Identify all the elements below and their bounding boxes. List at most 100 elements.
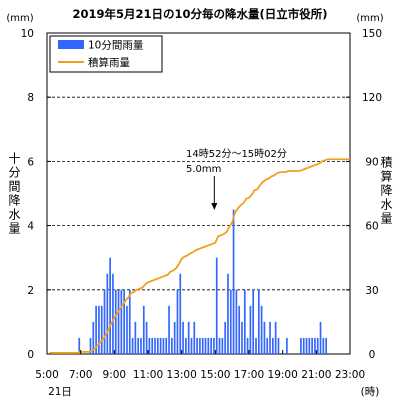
rain-bar — [120, 289, 123, 354]
plot-area — [46, 32, 351, 355]
rain-bar — [260, 305, 263, 354]
annotation-time-range: 14時52分〜15時02分 — [186, 148, 287, 160]
rain-bar — [269, 321, 271, 354]
rain-bar — [151, 337, 154, 354]
rain-bar — [238, 305, 241, 354]
x-tick-label: 23:00 — [335, 369, 365, 381]
rain-bar — [182, 321, 184, 354]
x-tick-label: 13:00 — [167, 369, 197, 381]
rain-bar — [263, 321, 266, 354]
annotation-amount: 5.0mm — [186, 164, 221, 175]
y-left-tick-label: 6 — [27, 156, 34, 168]
rain-bar — [173, 321, 176, 354]
y-right-tick-label: 150 — [362, 28, 382, 40]
rain-bar — [255, 337, 257, 354]
y-left-tick-label: 10 — [21, 28, 34, 40]
rain-bar — [134, 321, 137, 354]
rain-bar — [302, 337, 305, 354]
rain-bar — [137, 337, 140, 354]
peak-annotation: 14時52分〜15時02分 5.0mm — [186, 148, 287, 210]
rain-bar — [176, 289, 179, 354]
rain-bar — [165, 337, 168, 354]
left-axis-label: 十分間降水量 — [7, 152, 21, 236]
rain-bar — [145, 321, 148, 354]
rain-bar — [319, 321, 322, 354]
rain-bar — [210, 337, 212, 354]
rain-bar — [314, 337, 316, 354]
rain-bar — [266, 337, 269, 354]
rain-bar — [229, 289, 232, 354]
rain-bar — [249, 305, 252, 354]
rain-bar — [246, 337, 249, 354]
rain-bar — [109, 257, 111, 354]
rain-bar — [218, 337, 221, 354]
rain-bar — [235, 289, 238, 354]
rain-bar — [257, 289, 260, 354]
x-axis-unit: (時) — [361, 386, 380, 398]
rain-bar — [185, 337, 187, 354]
rain-bar — [95, 305, 97, 354]
rain-bar — [114, 289, 117, 354]
y-right-tick-label: 60 — [365, 221, 378, 233]
rain-bar — [196, 337, 198, 354]
rain-bar — [224, 321, 226, 354]
y-right-tick-label: 0 — [369, 349, 376, 361]
rain-bar — [201, 337, 204, 354]
chart-title: 2019年5月21日の10分毎の降水量(日立市役所) — [72, 7, 327, 21]
rain-bar — [171, 337, 173, 354]
right-axis-label: 積算降水量 — [379, 155, 393, 226]
rain-bar — [168, 305, 170, 354]
rain-bar — [106, 273, 109, 354]
rain-bar — [128, 289, 131, 354]
legend-line-label: 積算雨量 — [88, 56, 130, 69]
legend-bar-swatch — [58, 40, 84, 49]
y-left-tick-label: 0 — [27, 349, 34, 361]
rain-bar — [215, 257, 218, 354]
x-tick-label: 15:00 — [200, 369, 230, 381]
rain-bar — [221, 337, 224, 354]
annotation-arrowhead — [211, 203, 218, 210]
rain-bar — [322, 337, 325, 354]
x-tick-label: 7:00 — [69, 369, 93, 381]
rain-bar — [199, 337, 201, 354]
y-right-tick-label: 30 — [365, 285, 378, 297]
rain-bar — [148, 337, 151, 354]
rain-bar — [126, 305, 128, 354]
rain-bar — [112, 273, 114, 354]
rain-bar — [286, 337, 288, 354]
legend-bar-label: 10分間雨量 — [88, 40, 144, 52]
grid-lines — [47, 96, 350, 291]
y-right-tick-label: 120 — [362, 92, 382, 104]
rain-bar — [204, 337, 207, 354]
rain-bar — [142, 305, 145, 354]
rain-bar — [241, 321, 243, 354]
rain-bar — [100, 305, 103, 354]
rain-bar — [156, 337, 159, 354]
rain-bar — [131, 337, 134, 354]
x-tick-label: 19:00 — [268, 369, 298, 381]
rain-bar — [162, 337, 165, 354]
rain-bar — [123, 289, 125, 354]
rain-bar — [187, 321, 190, 354]
rain-bar — [227, 273, 229, 354]
rain-bar — [243, 289, 246, 354]
x-tick-label: 11:00 — [133, 369, 163, 381]
rain-bar — [117, 289, 120, 354]
rain-bar — [272, 337, 274, 354]
rain-bar — [92, 321, 95, 354]
y-left-tick-label: 8 — [27, 92, 34, 104]
rain-bar — [98, 305, 100, 354]
x-tick-label: 9:00 — [103, 369, 127, 381]
rain-bar — [154, 337, 156, 354]
left-axis-unit: (mm) — [6, 13, 33, 24]
rain-bar — [311, 337, 313, 354]
rain-bar — [232, 209, 235, 354]
rain-bar — [305, 337, 308, 354]
rain-bar — [159, 337, 162, 354]
legend: 10分間雨量 積算雨量 — [49, 35, 163, 73]
rain-bar — [89, 337, 92, 354]
x-tick-label: 17:00 — [234, 369, 264, 381]
x-tick-label: 5:00 — [35, 369, 59, 381]
rain-bar — [325, 337, 327, 354]
